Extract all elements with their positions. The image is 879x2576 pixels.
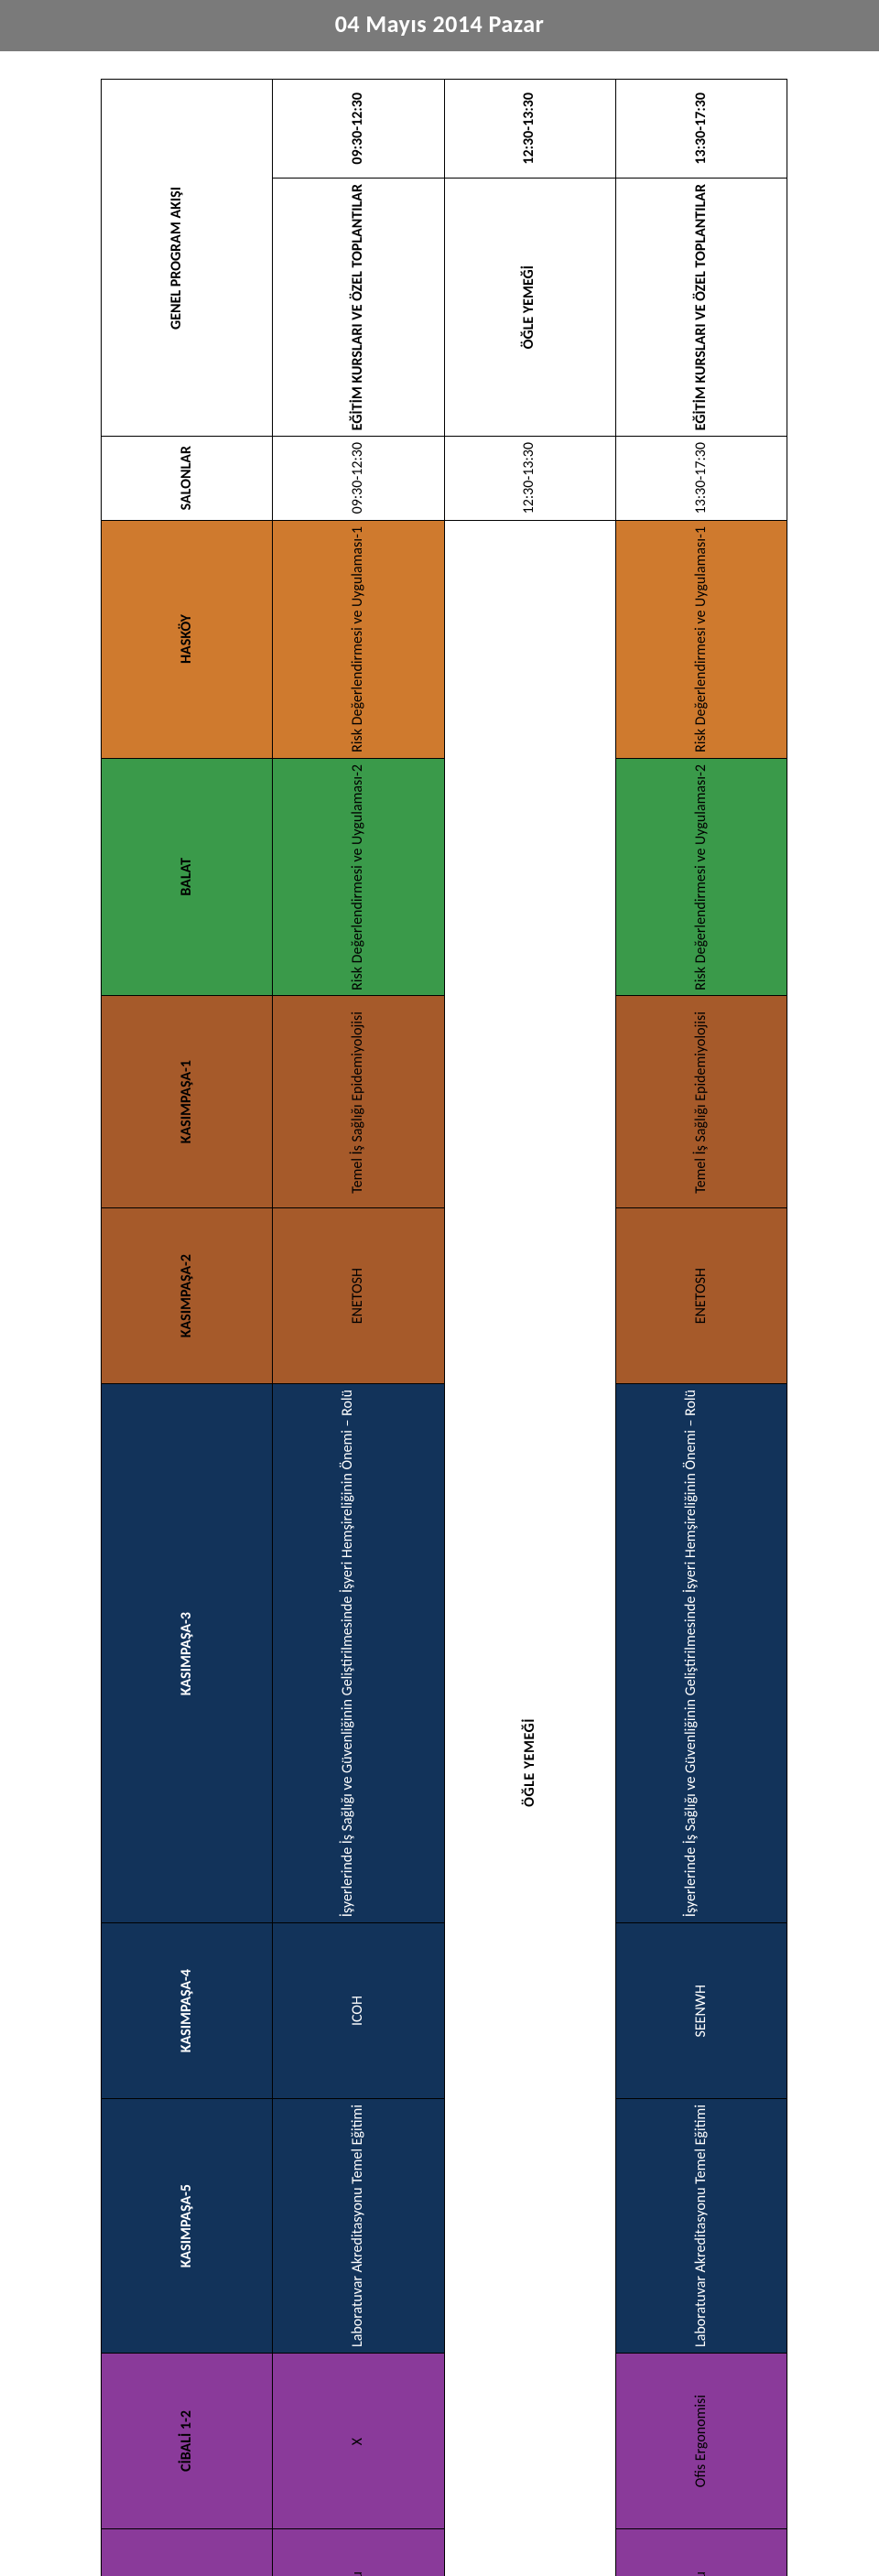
corner-label: GENEL PROGRAM AKIŞI [102, 80, 273, 437]
session-morning: X [273, 2354, 444, 2529]
room-name: KASIMPAŞA-5 [102, 2099, 273, 2354]
room-name: KASIMPAŞA-4 [102, 1923, 273, 2099]
page-title: 04 Mayıs 2014 Pazar [335, 9, 545, 38]
schedule-table: GENEL PROGRAM AKIŞI09:30-12:3012:30-13:3… [101, 79, 787, 2576]
session-morning: Hasta Bina Sendromu [273, 2529, 444, 2576]
page-header: 04 Mayıs 2014 Pazar [0, 0, 879, 51]
session-morning: Temel İş Sağlığı Epidemiyolojisi [273, 996, 444, 1208]
session-afternoon: Risk Değerlendirmesi ve Uygulaması-2 [615, 758, 787, 996]
room-name: CİBALİ 3 [102, 2529, 273, 2576]
session-afternoon: SEENWH [615, 1923, 787, 2099]
section-lunch: ÖĞLE YEMEĞİ [444, 179, 615, 437]
session-morning: Risk Değerlendirmesi ve Uygulaması-1 [273, 520, 444, 758]
room-name: KASIMPAŞA-1 [102, 996, 273, 1208]
session-morning: Laboratuvar Akreditasyonu Temel Eğitimi [273, 2099, 444, 2354]
session-afternoon: Laboratuvar Akreditasyonu Temel Eğitimi [615, 2099, 787, 2354]
session-afternoon: Ofis Ergonomisi [615, 2354, 787, 2529]
session-morning: ENETOSH [273, 1208, 444, 1384]
room-name: KASIMPAŞA-2 [102, 1208, 273, 1384]
room-name: HASKÖY [102, 520, 273, 758]
schedule-table-wrap: GENEL PROGRAM AKIŞI09:30-12:3012:30-13:3… [0, 51, 879, 2576]
session-afternoon: Risk Değerlendirmesi ve Uygulaması-1 [615, 520, 787, 758]
time-afternoon: 13:30-17:30 [615, 80, 787, 179]
time-morning-2: 09:30-12:30 [273, 437, 444, 520]
session-morning: Risk Değerlendirmesi ve Uygulaması-2 [273, 758, 444, 996]
section-afternoon: EĞİTİM KURSLARI VE ÖZEL TOPLANTILAR [615, 179, 787, 437]
session-morning: İşyerlerinde İş Sağlığı ve Güvenliğinin … [273, 1384, 444, 1923]
session-afternoon: İşyerlerinde İş Sağlığı ve Güvenliğinin … [615, 1384, 787, 1923]
time-lunch: 12:30-13:30 [444, 80, 615, 179]
room-name: CİBALİ 1-2 [102, 2354, 273, 2529]
room-name: KASIMPAŞA-3 [102, 1384, 273, 1923]
room-name: BALAT [102, 758, 273, 996]
lunch-merged: ÖĞLE YEMEĞİ [444, 520, 615, 2576]
time-afternoon-2: 13:30-17:30 [615, 437, 787, 520]
salonlar-label: SALONLAR [102, 437, 273, 520]
time-morning: 09:30-12:30 [273, 80, 444, 179]
session-afternoon: Temel İş Sağlığı Epidemiyolojisi [615, 996, 787, 1208]
time-lunch-2: 12:30-13:30 [444, 437, 615, 520]
section-morning: EĞİTİM KURSLARI VE ÖZEL TOPLANTILAR [273, 179, 444, 437]
session-afternoon: Hasta Bina Sendromu [615, 2529, 787, 2576]
session-afternoon: ENETOSH [615, 1208, 787, 1384]
session-morning: ICOH [273, 1923, 444, 2099]
